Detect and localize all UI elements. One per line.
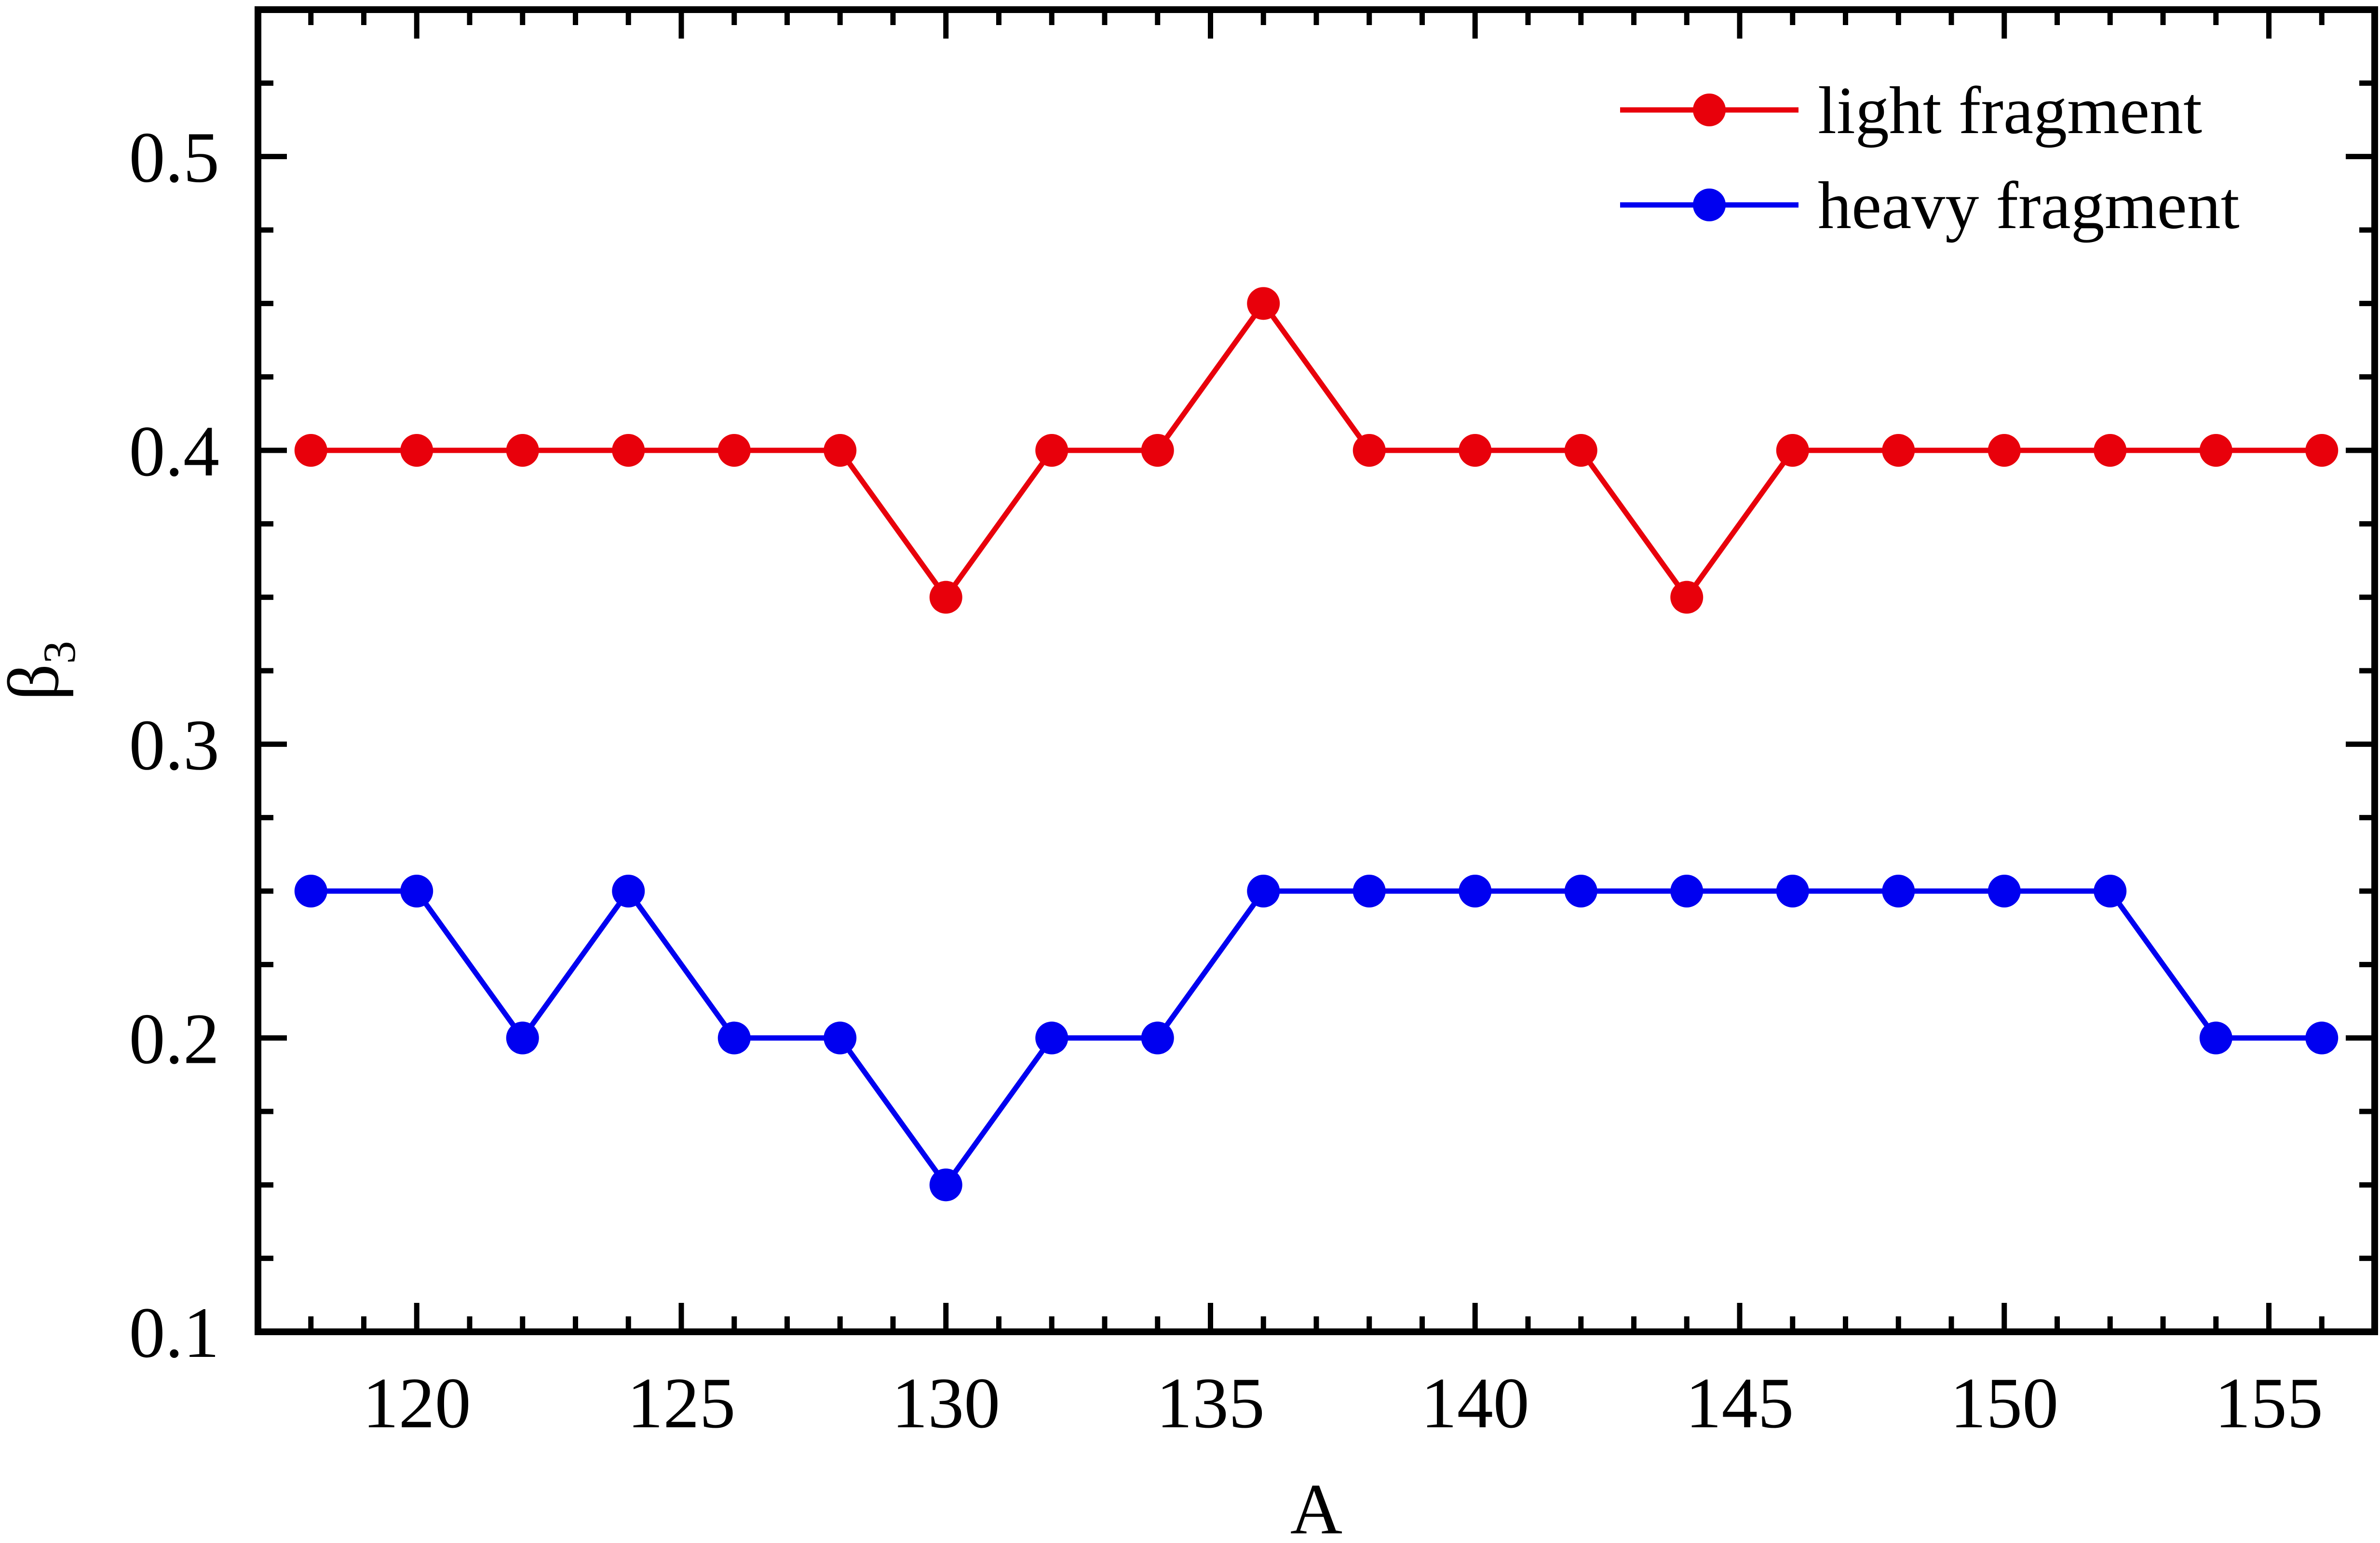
data-point [2199, 1021, 2232, 1055]
legend-item: heavy fragment [1620, 168, 2240, 243]
data-point [1459, 434, 1492, 467]
data-point [1035, 434, 1068, 467]
x-tick-label: 125 [627, 1363, 736, 1443]
data-point [1247, 287, 1280, 320]
data-point [1564, 875, 1597, 907]
x-tick-label: 155 [2215, 1363, 2323, 1443]
data-point [294, 875, 327, 907]
legend-marker [1693, 189, 1726, 221]
data-point [1776, 875, 1809, 907]
x-tick-label: 145 [1686, 1363, 1794, 1443]
series-heavy-fragment [294, 875, 2339, 1202]
y-tick-label: 0.5 [129, 118, 220, 198]
series-layer [294, 287, 2339, 1202]
data-point [929, 1168, 962, 1202]
data-point [929, 581, 962, 614]
data-point [2305, 434, 2339, 467]
y-tick-label: 0.2 [129, 999, 220, 1079]
data-point [2094, 434, 2127, 467]
plot-frame [255, 6, 2378, 1335]
data-point [717, 434, 751, 467]
data-point [1564, 434, 1597, 467]
data-point [1988, 875, 2021, 907]
series-line [311, 886, 2322, 1190]
data-point [1035, 1021, 1068, 1055]
data-point [2305, 1021, 2339, 1055]
y-tick-label: 0.4 [129, 411, 220, 491]
data-point [1141, 434, 1174, 467]
data-point [1776, 434, 1809, 467]
x-tick-label: 150 [1950, 1363, 2058, 1443]
data-point [1988, 434, 2021, 467]
legend-item: light fragment [1620, 73, 2202, 148]
legend-label: heavy fragment [1818, 168, 2240, 243]
data-point [294, 434, 327, 467]
series-light-fragment [294, 287, 2339, 614]
data-point [1882, 875, 1915, 907]
data-point [1141, 1021, 1174, 1055]
series-line [311, 298, 2322, 602]
y-tick-label: 0.1 [129, 1293, 220, 1373]
y-axis-title: β3 [0, 641, 85, 701]
data-point [2199, 434, 2232, 467]
data-point [1352, 434, 1386, 467]
data-point [612, 434, 645, 467]
data-point [612, 875, 645, 907]
data-point [1352, 875, 1386, 907]
y-tick-label: 0.3 [129, 705, 220, 785]
data-point [1459, 875, 1492, 907]
x-tick-label: 140 [1421, 1363, 1529, 1443]
x-tick-label: 130 [892, 1363, 1000, 1443]
x-tick-label: 120 [363, 1363, 471, 1443]
data-point [1670, 875, 1704, 907]
data-point [400, 434, 433, 467]
labels-layer: 120 125 130 135 140 145 150 155 0.1 0.2 0.3 0.4 0.5 [129, 118, 2324, 1443]
data-point [824, 434, 857, 467]
data-point [506, 1021, 539, 1055]
data-point [824, 1021, 857, 1055]
data-point [400, 875, 433, 907]
data-point [1670, 581, 1704, 614]
data-point [506, 434, 539, 467]
x-axis-title: A [1290, 1469, 1342, 1543]
y-axis-title-subscript: 3 [34, 641, 85, 664]
legend-marker [1693, 94, 1726, 126]
data-point [1882, 434, 1915, 467]
data-point [2094, 875, 2127, 907]
data-point [1247, 875, 1280, 907]
legend-label: light fragment [1818, 73, 2202, 148]
x-tick-label: 135 [1156, 1363, 1265, 1443]
legend: light fragment heavy fragment [1620, 73, 2240, 243]
y-axis-title-main: β [0, 664, 74, 701]
data-point [717, 1021, 751, 1055]
